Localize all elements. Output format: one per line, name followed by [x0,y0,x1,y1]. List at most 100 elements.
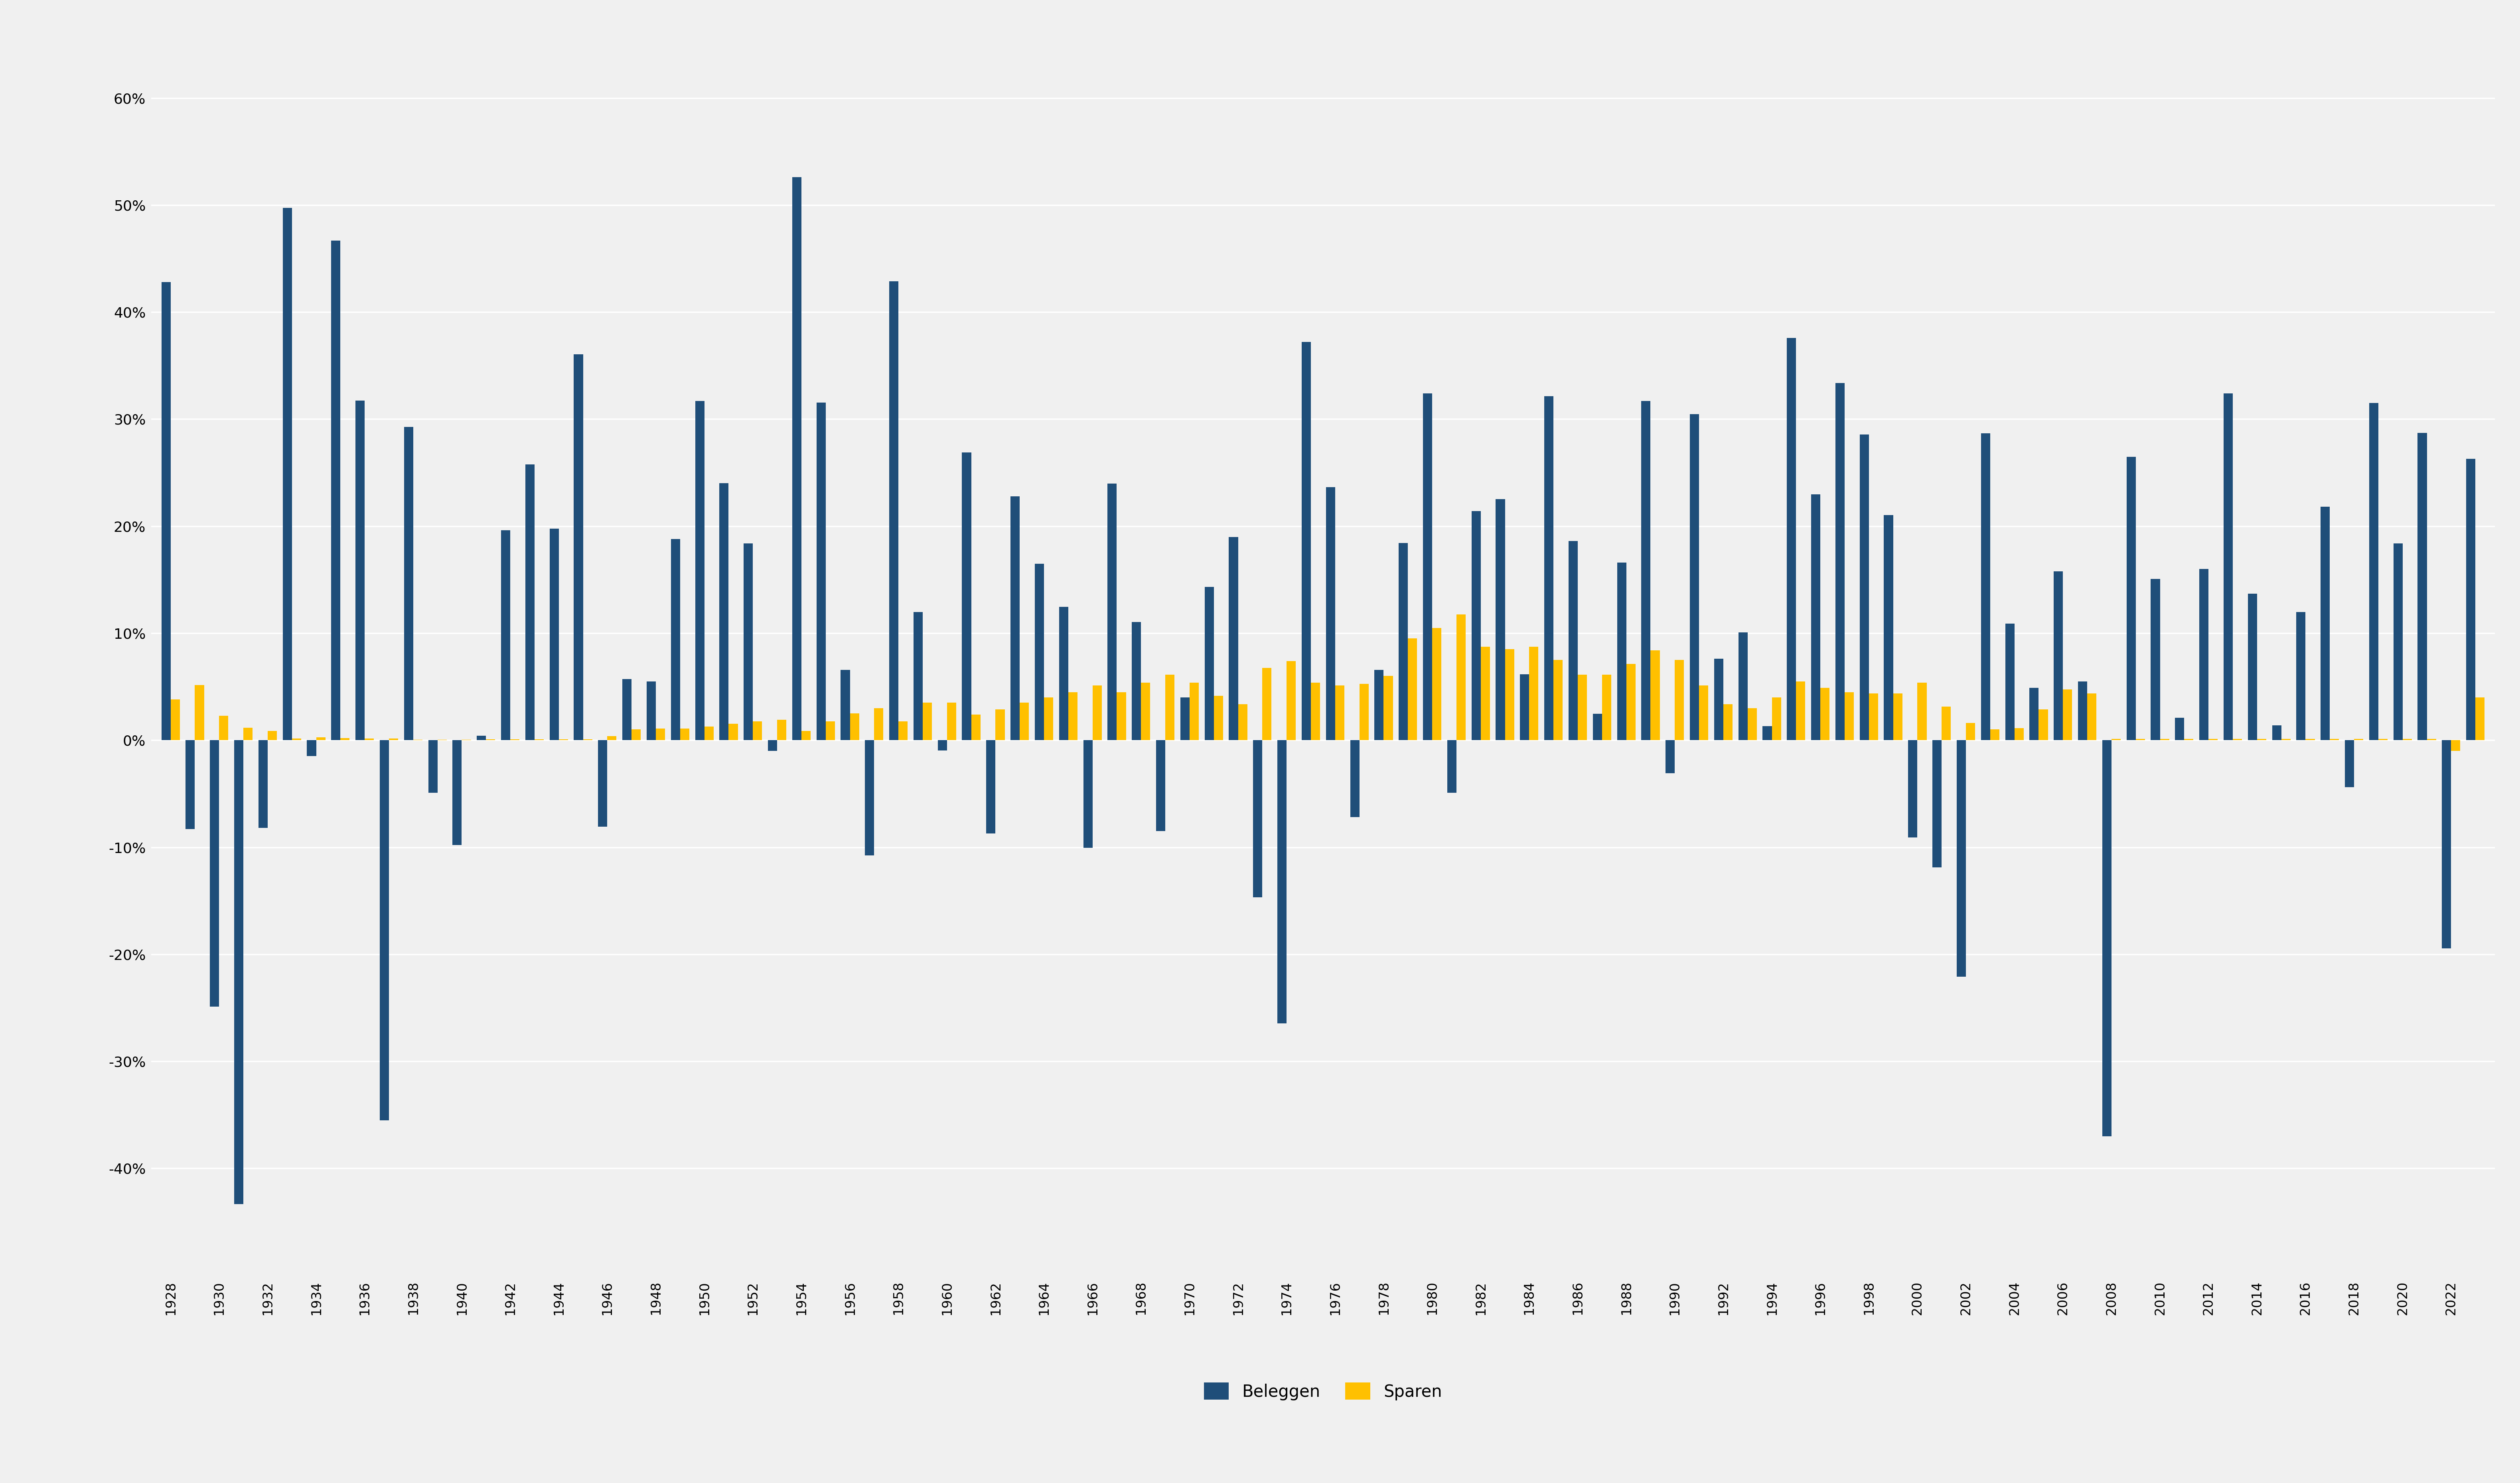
Bar [1326,488,1336,740]
Bar [1691,414,1698,740]
Bar [575,354,582,740]
Bar [549,529,559,740]
Bar [476,736,486,740]
Bar [501,531,509,740]
Bar [791,176,801,740]
Bar [428,740,438,792]
Bar [2296,612,2306,740]
Bar [922,703,932,740]
Bar [2369,403,2379,740]
Bar [706,727,713,740]
Bar [1431,627,1441,740]
Bar [1641,400,1651,740]
Bar [1142,682,1149,740]
Bar [1021,703,1028,740]
Bar [1966,722,1976,740]
Bar [1058,607,1068,740]
Bar [161,282,171,740]
Bar [234,740,244,1204]
Bar [1237,704,1247,740]
Bar [2064,690,2071,740]
Bar [743,544,753,740]
Bar [801,731,811,740]
Bar [1351,740,1358,817]
Bar [1383,676,1394,740]
Bar [1625,664,1635,740]
Bar [1552,660,1562,740]
Bar [1819,688,1830,740]
Bar [209,740,219,1007]
Bar [970,715,980,740]
Bar [1157,740,1164,830]
Bar [282,208,292,740]
Bar [2054,571,2064,740]
Bar [1835,383,1845,740]
Bar [1918,682,1928,740]
Bar [2467,458,2475,740]
Bar [776,719,786,740]
Bar [1651,651,1661,740]
Bar [1036,564,1043,740]
Bar [1457,614,1467,740]
Bar [1578,675,1588,740]
Bar [696,400,706,740]
Bar [454,740,461,845]
Bar [2452,740,2460,750]
Bar [912,612,922,740]
Bar [1310,682,1320,740]
Bar [1303,343,1310,740]
Bar [2475,697,2485,740]
Bar [655,728,665,740]
Bar [1189,682,1200,740]
Bar [937,740,948,750]
Bar [2175,718,2185,740]
Bar [1991,730,1998,740]
Bar [330,240,340,740]
Bar [1068,693,1079,740]
Bar [244,728,252,740]
Bar [2087,694,2097,740]
Bar [340,739,350,740]
Bar [1116,693,1126,740]
Bar [1772,697,1782,740]
Bar [900,722,907,740]
Bar [2394,543,2402,740]
Bar [1593,713,1603,740]
Bar [1205,587,1215,740]
Bar [827,722,834,740]
Bar [874,707,885,740]
Bar [680,728,690,740]
Bar [1603,675,1610,740]
Bar [2442,740,2452,948]
Bar [1446,740,1457,793]
Bar [890,282,900,740]
Bar [1698,685,1709,740]
Bar [219,716,229,740]
Bar [1845,693,1855,740]
Bar [2321,507,2331,740]
Bar [963,452,970,740]
Bar [1094,685,1101,740]
Bar [403,427,413,740]
Bar [1956,740,1966,977]
Bar [670,540,680,740]
Bar [728,724,738,740]
Bar [2273,725,2281,740]
Bar [1043,697,1053,740]
Bar [1084,740,1094,848]
Bar [1358,684,1368,740]
Bar [718,483,728,740]
Bar [633,730,640,740]
Bar [171,700,179,740]
Bar [1109,483,1116,740]
Bar [1724,704,1734,740]
Bar [1399,543,1409,740]
Bar [2079,682,2087,740]
Bar [849,713,859,740]
Bar [1011,497,1021,740]
Bar [1409,639,1416,740]
Bar [186,740,194,829]
Bar [2127,457,2137,740]
Bar [194,685,204,740]
Bar [769,740,776,750]
